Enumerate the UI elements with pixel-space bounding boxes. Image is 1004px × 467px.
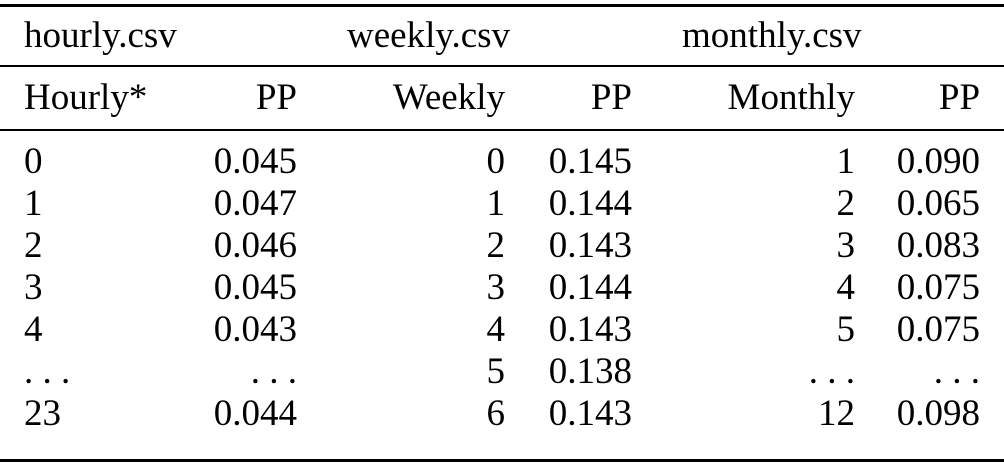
table-cell: 0.065: [896, 183, 981, 224]
table-cell: 0: [24, 141, 43, 182]
table-cell: 12: [818, 393, 856, 434]
table-cell: 1: [24, 183, 43, 224]
table-cell: 2: [836, 183, 856, 224]
column-header-weekly-pp: PP: [505, 66, 633, 131]
file-name-hourly: hourly.csv: [0, 5, 297, 67]
table-cell: 0.138: [548, 351, 633, 392]
table-cell: 3: [836, 225, 856, 266]
file-name-weekly: weekly.csv: [297, 5, 633, 67]
table-row: 0 0.045 0 0.145 1 0.090: [0, 130, 1004, 183]
table-cell: 0.143: [548, 309, 633, 350]
table-cell: 0.090: [896, 141, 981, 182]
table-cell: 4: [836, 267, 856, 308]
column-header-monthly: Monthly: [632, 66, 856, 131]
table-cell: 3: [24, 267, 43, 308]
table-row: 23 0.044 6 0.143 12 0.098: [0, 393, 1004, 461]
column-header-hourly-pp: PP: [184, 66, 297, 131]
table-cell: 4: [24, 309, 43, 350]
table-cell: 0.044: [213, 393, 297, 434]
table-cell: 2: [24, 225, 43, 266]
table-cell: . . .: [808, 351, 856, 392]
table-cell: 0.143: [548, 225, 633, 266]
column-header-row: Hourly* PP Weekly PP Monthly PP: [0, 66, 1004, 131]
table-cell: 6: [486, 393, 506, 434]
table-cell: 0.046: [213, 225, 297, 266]
table-cell: 0: [486, 141, 506, 182]
table-cell: 5: [486, 351, 506, 392]
table-cell: 0.045: [213, 267, 297, 308]
table-cell: 0.145: [548, 141, 633, 182]
table-cell: 0.045: [213, 141, 297, 182]
table-cell: 5: [836, 309, 856, 350]
table-cell: 0.043: [213, 309, 297, 350]
table-cell: 3: [486, 267, 506, 308]
file-name-monthly: monthly.csv: [632, 5, 1004, 67]
table-cell: 0.075: [896, 309, 981, 350]
table-row: 3 0.045 3 0.144 4 0.075: [0, 267, 1004, 309]
table-cell: 4: [486, 309, 506, 350]
column-header-hourly: Hourly*: [0, 66, 184, 131]
table-cell: 1: [486, 183, 506, 224]
table-cell: 2: [486, 225, 506, 266]
table-cell: 0.098: [896, 393, 981, 434]
table-cell: . . .: [933, 351, 981, 392]
table-cell: . . .: [250, 351, 297, 392]
table-cell: 0.144: [548, 267, 633, 308]
table-cell: 0.083: [896, 225, 981, 266]
results-table: hourly.csv weekly.csv monthly.csv Hourly…: [0, 4, 1004, 462]
column-header-monthly-pp: PP: [855, 66, 1004, 131]
table-row: 1 0.047 1 0.144 2 0.065: [0, 183, 1004, 225]
table-row-ellipsis: . . . . . . 5 0.138 . . . . . .: [0, 351, 1004, 393]
table-cell: 0.075: [896, 267, 981, 308]
column-header-weekly: Weekly: [297, 66, 505, 131]
table-cell: 23: [24, 393, 61, 434]
table-cell: 0.047: [213, 183, 297, 224]
table-cell: 0.144: [548, 183, 633, 224]
table-row: 4 0.043 4 0.143 5 0.075: [0, 309, 1004, 351]
table-cell: . . .: [24, 351, 71, 392]
table-cell: 0.143: [548, 393, 633, 434]
table-row: 2 0.046 2 0.143 3 0.083: [0, 225, 1004, 267]
table-cell: 1: [836, 141, 856, 182]
file-name-row: hourly.csv weekly.csv monthly.csv: [0, 5, 1004, 67]
